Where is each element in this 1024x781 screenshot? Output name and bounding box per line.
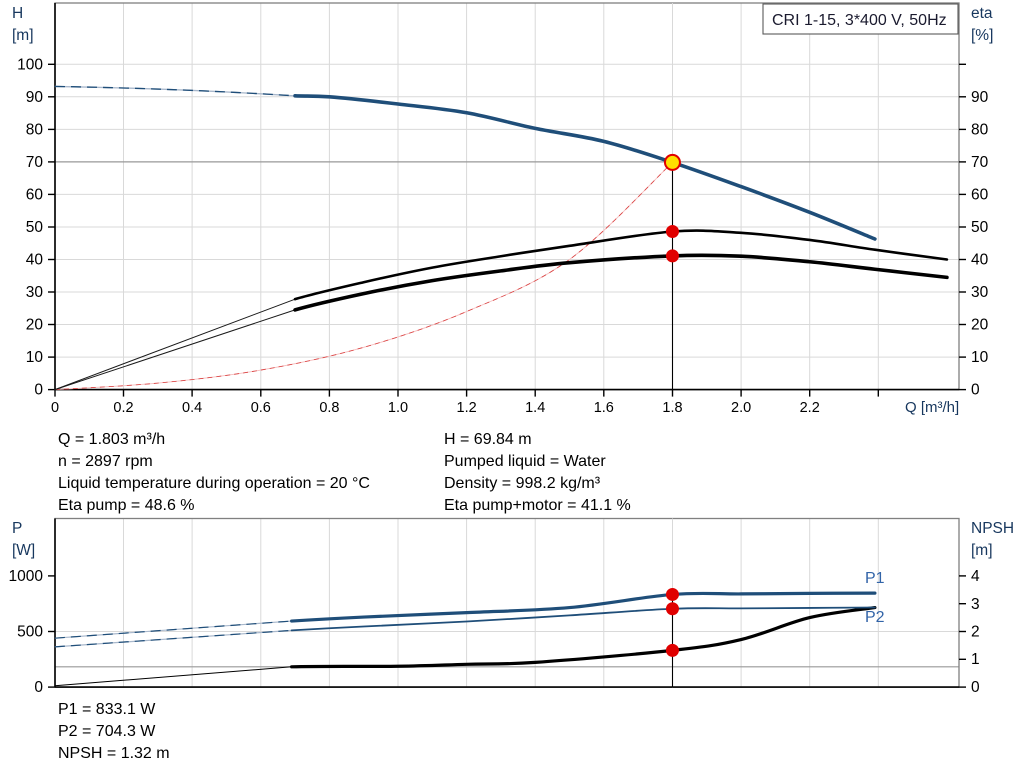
svg-text:10: 10: [971, 349, 989, 366]
svg-text:1.2: 1.2: [457, 400, 477, 416]
svg-text:H: H: [12, 5, 23, 22]
svg-text:H = 69.84 m: H = 69.84 m: [444, 431, 532, 448]
svg-text:2.0: 2.0: [731, 400, 751, 416]
svg-text:CRI 1-15, 3*400 V, 50Hz: CRI 1-15, 3*400 V, 50Hz: [772, 12, 947, 29]
svg-text:90: 90: [971, 89, 989, 106]
svg-text:P1 = 833.1 W: P1 = 833.1 W: [58, 701, 156, 718]
svg-text:P1: P1: [865, 570, 885, 587]
svg-text:20: 20: [26, 317, 44, 334]
svg-text:0: 0: [971, 382, 980, 399]
svg-text:1.0: 1.0: [388, 400, 408, 416]
svg-text:[m]: [m]: [12, 27, 34, 44]
svg-text:NPSH = 1.32 m: NPSH = 1.32 m: [58, 745, 170, 762]
svg-text:3: 3: [971, 596, 980, 613]
svg-text:Q [m³/h]: Q [m³/h]: [905, 399, 959, 416]
svg-text:1: 1: [971, 651, 980, 668]
svg-text:NPSH: NPSH: [971, 520, 1014, 537]
svg-text:20: 20: [971, 317, 989, 334]
svg-text:80: 80: [26, 122, 44, 139]
svg-text:500: 500: [17, 624, 43, 641]
svg-text:0: 0: [51, 400, 59, 416]
svg-text:[%]: [%]: [971, 27, 993, 44]
svg-text:40: 40: [26, 252, 44, 269]
svg-text:0: 0: [34, 679, 43, 696]
svg-text:1.6: 1.6: [594, 400, 614, 416]
svg-text:100: 100: [17, 57, 43, 74]
svg-text:4: 4: [971, 568, 980, 585]
svg-text:Eta pump = 48.6 %: Eta pump = 48.6 %: [58, 497, 195, 514]
svg-text:1.8: 1.8: [662, 400, 682, 416]
svg-text:0.4: 0.4: [182, 400, 202, 416]
svg-text:0.2: 0.2: [113, 400, 133, 416]
svg-text:50: 50: [971, 219, 989, 236]
svg-text:2: 2: [971, 624, 980, 641]
svg-text:0: 0: [971, 679, 980, 696]
svg-text:0.8: 0.8: [319, 400, 339, 416]
svg-text:P2 = 704.3 W: P2 = 704.3 W: [58, 723, 156, 740]
svg-text:70: 70: [26, 154, 44, 171]
svg-text:Eta pump+motor = 41.1 %: Eta pump+motor = 41.1 %: [444, 497, 631, 514]
svg-text:n = 2897 rpm: n = 2897 rpm: [58, 453, 153, 470]
svg-text:P2: P2: [865, 609, 885, 626]
svg-text:30: 30: [26, 284, 44, 301]
svg-text:1.4: 1.4: [525, 400, 545, 416]
svg-text:50: 50: [26, 219, 44, 236]
svg-text:[W]: [W]: [12, 542, 35, 559]
svg-text:60: 60: [26, 187, 44, 204]
svg-text:90: 90: [26, 89, 44, 106]
svg-text:P: P: [12, 520, 22, 537]
svg-text:0.6: 0.6: [251, 400, 271, 416]
svg-text:0: 0: [34, 382, 43, 399]
svg-text:Q = 1.803 m³/h: Q = 1.803 m³/h: [58, 431, 165, 448]
svg-text:1000: 1000: [9, 568, 44, 585]
svg-text:2.2: 2.2: [800, 400, 820, 416]
svg-text:10: 10: [26, 349, 44, 366]
svg-text:60: 60: [971, 187, 989, 204]
svg-text:eta: eta: [971, 5, 993, 22]
svg-text:Pumped liquid = Water: Pumped liquid = Water: [444, 453, 606, 470]
svg-text:Density = 998.2 kg/m³: Density = 998.2 kg/m³: [444, 475, 601, 492]
svg-text:70: 70: [971, 154, 989, 171]
svg-text:40: 40: [971, 252, 989, 269]
svg-text:80: 80: [971, 122, 989, 139]
svg-text:30: 30: [971, 284, 989, 301]
svg-text:[m]: [m]: [971, 542, 993, 559]
svg-text:Liquid temperature during oper: Liquid temperature during operation = 20…: [58, 475, 370, 492]
